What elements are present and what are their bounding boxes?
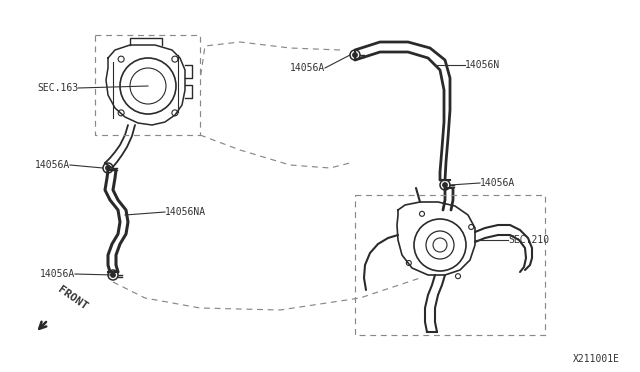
Circle shape — [106, 166, 110, 170]
Circle shape — [111, 273, 115, 277]
Text: 14056A: 14056A — [480, 178, 515, 188]
Text: 14056A: 14056A — [35, 160, 70, 170]
Text: SEC.210: SEC.210 — [508, 235, 549, 245]
Text: 14056NA: 14056NA — [165, 207, 206, 217]
Circle shape — [353, 53, 357, 57]
Text: SEC.163: SEC.163 — [37, 83, 78, 93]
Text: X211001E: X211001E — [573, 354, 620, 364]
Text: 14056N: 14056N — [465, 60, 500, 70]
Text: 14056A: 14056A — [290, 63, 325, 73]
Circle shape — [443, 183, 447, 187]
Text: 14056A: 14056A — [40, 269, 75, 279]
Text: FRONT: FRONT — [56, 285, 90, 312]
